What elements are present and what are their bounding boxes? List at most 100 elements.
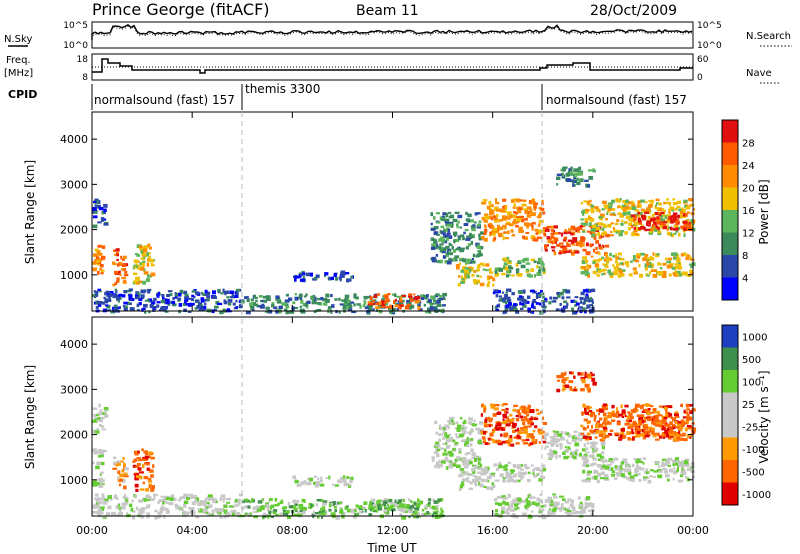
heatmap-cell <box>341 274 345 278</box>
heatmap-cell <box>335 515 340 520</box>
heatmap-cell <box>647 479 652 484</box>
heatmap-cell <box>149 469 154 473</box>
heatmap-cell <box>232 302 236 306</box>
heatmap-cell <box>519 475 525 478</box>
heatmap-cell <box>522 299 526 303</box>
heatmap-cell <box>582 209 586 214</box>
heatmap-cell <box>574 386 577 390</box>
heatmap-cell <box>569 371 572 375</box>
heatmap-cell <box>621 219 624 223</box>
heatmap-cell <box>657 232 662 236</box>
heatmap-cell <box>505 440 511 444</box>
heatmap-cell <box>492 440 498 444</box>
heatmap-cell <box>676 205 681 208</box>
heatmap-cell <box>510 469 514 474</box>
heatmap-cell <box>284 299 290 303</box>
heatmap-cell <box>511 292 515 296</box>
heatmap-cell <box>538 441 542 444</box>
heatmap-cell <box>589 304 593 307</box>
heatmap-cell <box>460 483 465 487</box>
heatmap-cell <box>627 227 631 231</box>
heatmap-cell <box>154 306 157 310</box>
heatmap-cell <box>283 513 288 516</box>
heatmap-cell <box>119 483 122 487</box>
heatmap-cell <box>608 205 613 209</box>
heatmap-cell <box>646 260 649 264</box>
heatmap-cell <box>473 474 477 478</box>
heatmap-cell <box>557 433 563 437</box>
heatmap-cell <box>259 304 265 309</box>
heatmap-cell <box>432 498 435 502</box>
heatmap-cell <box>644 477 647 480</box>
heatmap-cell <box>255 505 260 509</box>
heatmap-cell <box>464 458 467 462</box>
heatmap-cell <box>599 467 605 471</box>
heatmap-cell <box>96 256 100 259</box>
heatmap-cell <box>590 204 594 208</box>
heatmap-cell <box>672 218 677 221</box>
heatmap-cell <box>574 451 577 455</box>
heatmap-cell <box>575 510 579 515</box>
heatmap-cell <box>627 211 631 215</box>
heatmap-cell <box>461 424 465 429</box>
heatmap-cell <box>561 372 565 376</box>
heatmap-cell <box>458 488 462 492</box>
heatmap-cell <box>101 211 104 215</box>
heatmap-cell <box>394 504 400 507</box>
freq-left-label-1: Freq. <box>6 55 31 66</box>
heatmap-cell <box>656 221 660 225</box>
heatmap-cell <box>546 225 551 229</box>
heatmap-cell <box>507 216 511 220</box>
heatmap-cell <box>123 479 126 483</box>
heatmap-cell <box>585 208 590 212</box>
heatmap-cell <box>300 506 305 510</box>
heatmap-cell <box>107 495 112 499</box>
heatmap-cell <box>666 431 669 436</box>
heatmap-cell <box>681 207 684 212</box>
heatmap-cell <box>489 472 493 477</box>
colorbar-swatch <box>722 347 738 370</box>
heatmap-cell <box>683 438 688 442</box>
heatmap-cell <box>447 459 450 462</box>
heatmap-cell <box>609 429 614 433</box>
heatmap-cell <box>287 502 291 506</box>
heatmap-cell <box>556 173 562 177</box>
heatmap-cell <box>657 410 660 415</box>
heatmap-cell <box>660 434 665 437</box>
heatmap-cell <box>129 296 133 300</box>
heatmap-cell <box>505 473 510 477</box>
heatmap-cell <box>158 515 162 518</box>
heatmap-cell <box>481 469 486 472</box>
heatmap-cell <box>615 259 618 262</box>
heatmap-cell <box>201 502 206 505</box>
heatmap-cell <box>98 484 104 488</box>
heatmap-cell <box>93 290 96 293</box>
heatmap-cell <box>530 464 534 467</box>
heatmap-cell <box>480 472 483 476</box>
heatmap-cell <box>667 414 670 418</box>
heatmap-cell <box>642 457 647 460</box>
heatmap-cell <box>604 476 609 480</box>
heatmap-cell <box>494 502 499 505</box>
heatmap-cell <box>167 290 173 293</box>
heatmap-cell <box>366 304 372 309</box>
heatmap-cell <box>268 498 273 501</box>
heatmap-cell <box>97 253 103 256</box>
heatmap-cell <box>174 503 178 507</box>
heatmap-cell <box>560 503 564 507</box>
heatmap-cell <box>253 294 257 299</box>
heatmap-cell <box>463 439 467 442</box>
heatmap-cell <box>496 422 502 427</box>
heatmap-cell <box>146 252 150 257</box>
heatmap-cell <box>310 503 313 508</box>
heatmap-cell <box>622 204 627 207</box>
heatmap-cell <box>320 507 325 512</box>
heatmap-cell <box>568 386 573 389</box>
heatmap-cell <box>384 300 387 305</box>
heatmap-cell <box>182 504 187 508</box>
heatmap-cell <box>185 496 191 500</box>
heatmap-cell <box>590 454 593 459</box>
heatmap-cell <box>495 509 498 513</box>
heatmap-cell <box>652 252 655 256</box>
heatmap-cell <box>179 508 184 512</box>
